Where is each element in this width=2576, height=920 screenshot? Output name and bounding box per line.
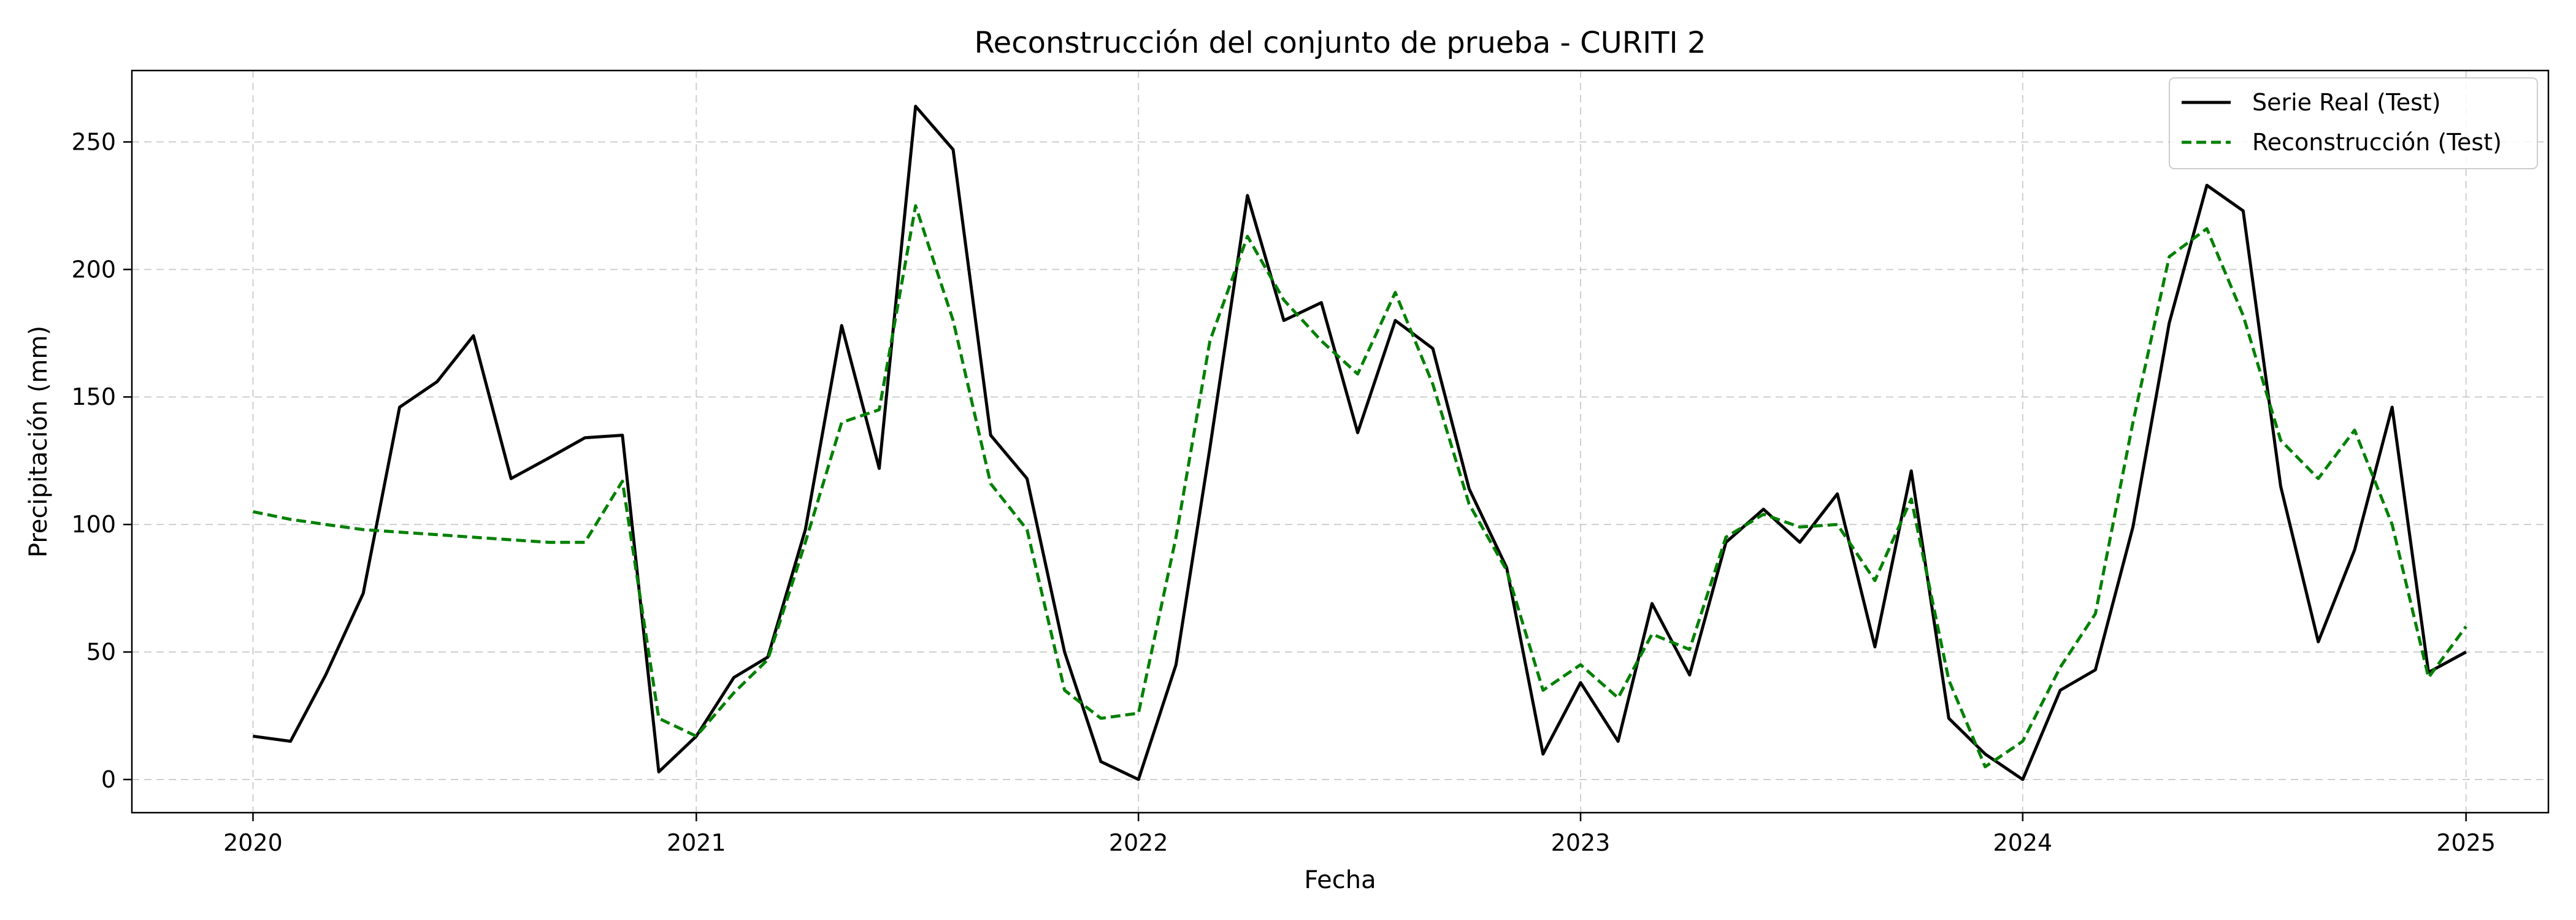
x-tick-label: 2022 [1109,829,1168,856]
plot-frame [131,69,2550,814]
y-tick-label: 150 [71,383,116,410]
axis-ticks: 2020 2021 2022 2023 2024 2025 0 50 100 150 200 250 [71,128,2496,856]
x-axis-label: Fecha [1304,866,1376,894]
y-tick-label: 250 [71,128,116,155]
y-tick-label: 50 [86,638,116,665]
legend-label-real: Serie Real (Test) [2252,89,2441,116]
legend-label-reconstruction: Reconstrucción (Test) [2252,129,2502,156]
series-line-reconstruction [252,204,2467,769]
x-tick-label: 2021 [667,829,726,856]
legend: Serie Real (Test) Reconstrucción (Test) [2169,77,2538,169]
x-tick-label: 2025 [2436,829,2496,856]
x-tick-label: 2023 [1551,829,1611,856]
y-tick-label: 100 [71,511,116,538]
y-axis-label: Precipitación (mm) [25,326,53,558]
series-line-real [253,104,2467,781]
chart-title: Reconstrucción del conjunto de prueba - … [974,26,1706,60]
legend-box [2169,77,2538,169]
grid-lines [132,71,2548,813]
x-tick-label: 2020 [223,829,283,856]
series-lines [252,104,2467,781]
x-tick-label: 2024 [1993,829,2053,856]
y-tick-label: 0 [101,766,116,793]
y-tick-label: 200 [71,256,116,283]
